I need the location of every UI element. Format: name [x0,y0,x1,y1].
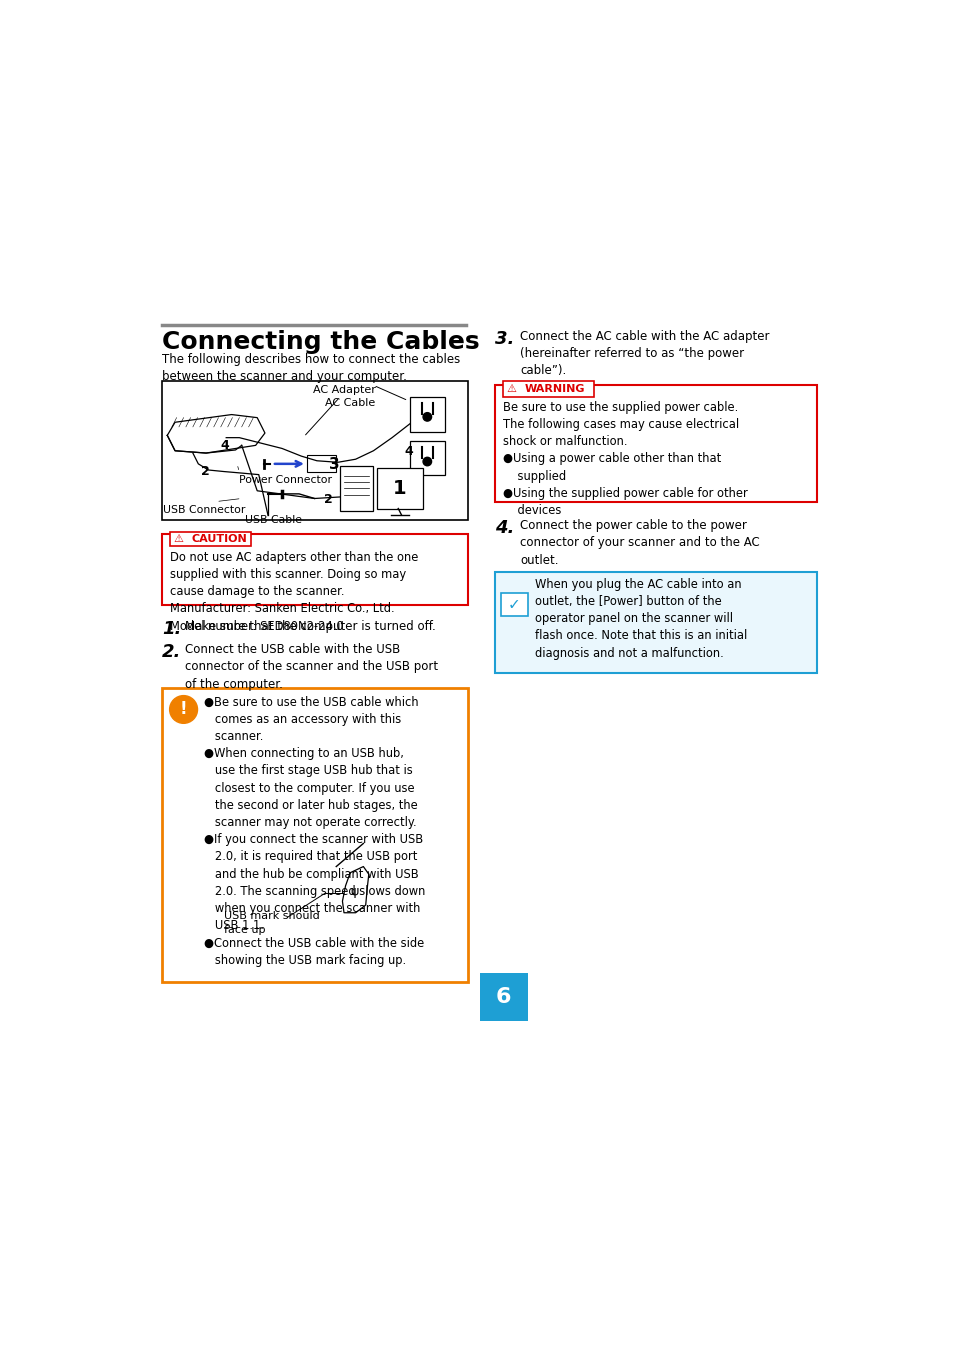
Text: The following describes how to connect the cables
between the scanner and your c: The following describes how to connect t… [162,352,459,383]
Text: WARNING: WARNING [524,385,584,394]
Text: AC Cable: AC Cable [324,398,375,409]
Text: 3: 3 [328,456,338,472]
Text: Make sure that the computer is turned off.: Make sure that the computer is turned of… [185,620,436,633]
Text: AC Adapter: AC Adapter [313,385,375,396]
Text: ψ: ψ [351,884,358,898]
Text: CAUTION: CAUTION [192,535,247,544]
Bar [376,468,422,509]
Text: Connect the USB cable with the USB
connector of the scanner and the USB port
of : Connect the USB cable with the USB conne… [185,643,437,691]
Bar [495,385,816,502]
Bar [162,382,468,520]
Text: 6: 6 [496,987,511,1007]
Text: 1: 1 [393,479,406,498]
Bar [162,533,468,605]
Text: ●Be sure to use the USB cable which
   comes as an accessory with this
   scanne: ●Be sure to use the USB cable which come… [204,695,425,967]
Text: 4: 4 [404,444,413,458]
Text: ⚠: ⚠ [506,385,517,394]
Circle shape [170,695,197,724]
Bar [479,973,527,1021]
Circle shape [422,413,431,421]
Text: !: ! [179,701,187,718]
Text: Be sure to use the supplied power cable.
The following cases may cause electrica: Be sure to use the supplied power cable.… [502,401,747,517]
Bar [410,397,444,432]
Bar [162,688,468,981]
Text: Connecting the Cables: Connecting the Cables [162,329,479,354]
Text: 1.: 1. [162,620,181,639]
Text: 2: 2 [323,493,333,506]
Text: 2: 2 [200,466,209,478]
Text: ⚠: ⚠ [173,535,183,544]
Bar [410,440,444,475]
Text: Do not use AC adapters other than the one
supplied with this scanner. Doing so m: Do not use AC adapters other than the on… [170,551,417,633]
Text: USB mark should
face up: USB mark should face up [224,911,319,936]
Text: USB Cable: USB Cable [245,516,301,525]
Text: When you plug the AC cable into an
outlet, the [Power] button of the
operator pa: When you plug the AC cable into an outle… [535,578,747,660]
Text: 3.: 3. [495,329,514,348]
Bar [170,532,251,547]
Text: ✓: ✓ [508,597,520,613]
Bar [495,571,816,674]
Bar [502,382,594,397]
Bar [307,455,335,472]
Text: 2.: 2. [162,643,181,662]
Text: Connect the AC cable with the AC adapter
(hereinafter referred to as “the power
: Connect the AC cable with the AC adapter… [519,329,769,377]
Text: 4.: 4. [495,520,514,537]
Circle shape [422,458,431,466]
Text: 4: 4 [220,439,229,452]
Text: Power Connector: Power Connector [239,475,332,486]
Bar [500,593,528,617]
Text: USB Connector: USB Connector [163,505,246,514]
Bar [340,466,373,510]
Text: Connect the power cable to the power
connector of your scanner and to the AC
out: Connect the power cable to the power con… [519,520,759,567]
